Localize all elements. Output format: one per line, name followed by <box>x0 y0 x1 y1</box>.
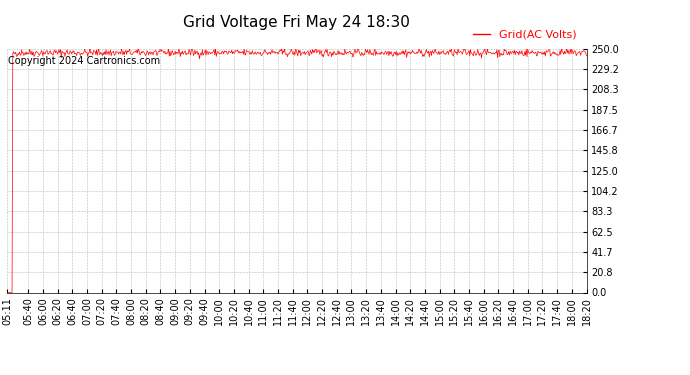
Text: Copyright 2024 Cartronics.com: Copyright 2024 Cartronics.com <box>8 56 160 66</box>
Legend: Grid(AC Volts): Grid(AC Volts) <box>469 25 581 44</box>
Text: Grid Voltage Fri May 24 18:30: Grid Voltage Fri May 24 18:30 <box>184 15 410 30</box>
